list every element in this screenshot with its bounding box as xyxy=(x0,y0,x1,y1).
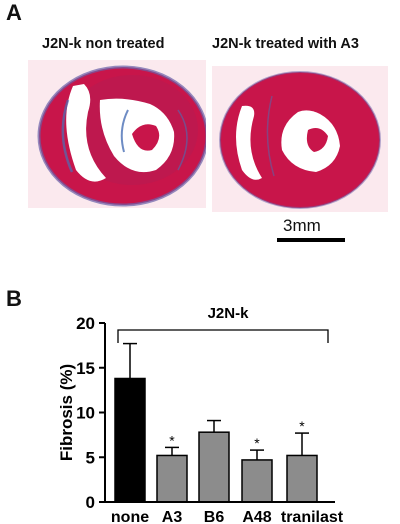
bar-tranilast xyxy=(286,454,318,503)
non-treated-caption: J2N-k non treated xyxy=(42,36,165,52)
x-tick-label: A48 xyxy=(242,509,271,524)
scale-bar-label: 3mm xyxy=(283,216,321,235)
comparison-bracket xyxy=(117,329,329,343)
x-tick-label: none xyxy=(111,509,149,524)
scale-bar xyxy=(277,238,345,242)
treated-caption: J2N-k treated with A3 xyxy=(212,36,359,52)
y-axis-label: Fibrosis (%) xyxy=(57,364,76,461)
x-tick-label: B6 xyxy=(204,509,225,524)
significance-marker: * xyxy=(169,432,175,448)
y-tick-label: 15 xyxy=(76,359,95,378)
panel-b-label: B xyxy=(6,286,22,311)
significance-marker: * xyxy=(254,435,260,451)
panel-a-label: A xyxy=(6,0,22,25)
fibrosis-bar-chart: J2N-k Fibrosis (%) 0 5 10 15 20 * * * none A3 B6… xyxy=(57,305,344,524)
bar-none xyxy=(114,377,146,503)
chart-title: J2N-k xyxy=(208,305,250,322)
treated-heart-section-image xyxy=(212,66,388,212)
bar-A48 xyxy=(241,459,273,503)
y-tick-label: 10 xyxy=(76,404,95,423)
x-tick-label: A3 xyxy=(162,509,183,524)
significance-marker: * xyxy=(299,418,305,434)
y-tick-label: 0 xyxy=(86,493,95,512)
y-tick-label: 5 xyxy=(86,448,95,467)
bar-B6 xyxy=(198,431,230,503)
non-treated-heart-section-image xyxy=(28,60,206,208)
bar-A3 xyxy=(156,454,188,503)
y-tick-label: 20 xyxy=(76,314,95,333)
x-tick-label: tranilast xyxy=(281,509,344,524)
